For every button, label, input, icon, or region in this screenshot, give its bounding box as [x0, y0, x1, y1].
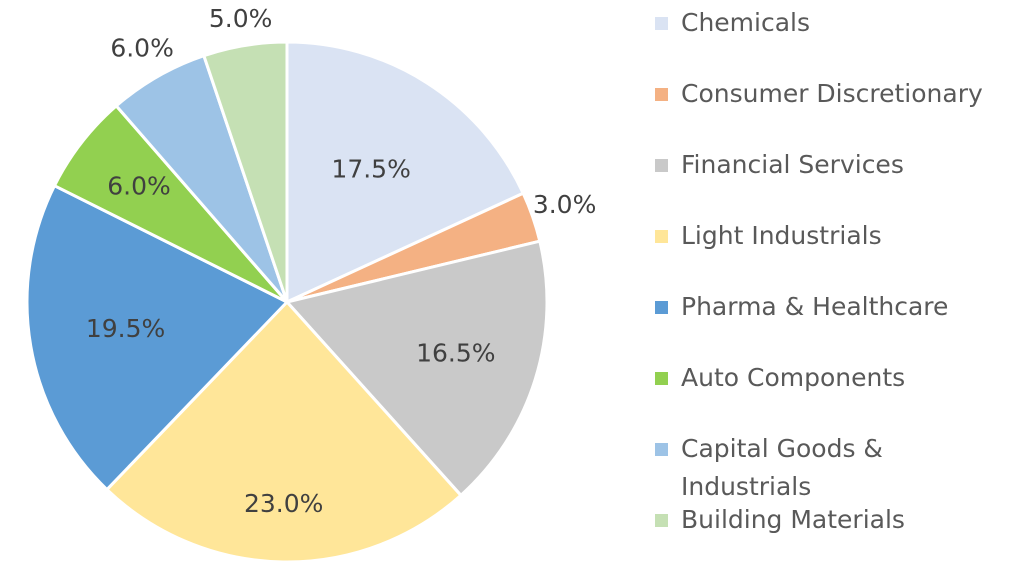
legend-swatch	[655, 88, 668, 101]
data-label: 3.0%	[533, 190, 597, 219]
legend-label: Capital Goods & Industrials	[681, 434, 883, 501]
legend-label: Building Materials	[681, 505, 905, 534]
data-label: 5.0%	[209, 4, 273, 33]
legend-swatch	[655, 514, 668, 527]
pie-slice	[284, 239, 549, 498]
pie-slice	[104, 299, 463, 563]
data-label: 17.5%	[331, 155, 410, 184]
legend-swatch	[655, 17, 668, 30]
data-label: 6.0%	[107, 171, 171, 200]
legend-label: Consumer Discretionary	[681, 79, 983, 108]
data-label: 6.0%	[110, 33, 174, 62]
pie-slice	[25, 183, 290, 492]
data-label: 16.5%	[416, 338, 495, 367]
data-label: 23.0%	[244, 489, 323, 518]
legend-label: Chemicals	[681, 8, 811, 37]
legend-label: Auto Components	[681, 363, 906, 392]
data-label: 19.5%	[86, 314, 165, 343]
legend-swatch	[655, 301, 668, 314]
legend-swatch	[655, 372, 668, 385]
legend-swatch	[655, 159, 668, 172]
legend-swatch	[655, 230, 668, 243]
legend-label: Light Industrials	[681, 221, 882, 250]
pie-slice	[285, 40, 526, 305]
legend-label: Pharma & Healthcare	[681, 292, 949, 321]
pie-area: 17.5% 3.0% 16.5% 23.0% 19.5% 6.0% 6.0% 5.0%	[25, 4, 597, 563]
pie-slice	[201, 40, 289, 303]
legend-swatch	[655, 443, 668, 456]
legend-label: Financial Services	[681, 150, 904, 179]
